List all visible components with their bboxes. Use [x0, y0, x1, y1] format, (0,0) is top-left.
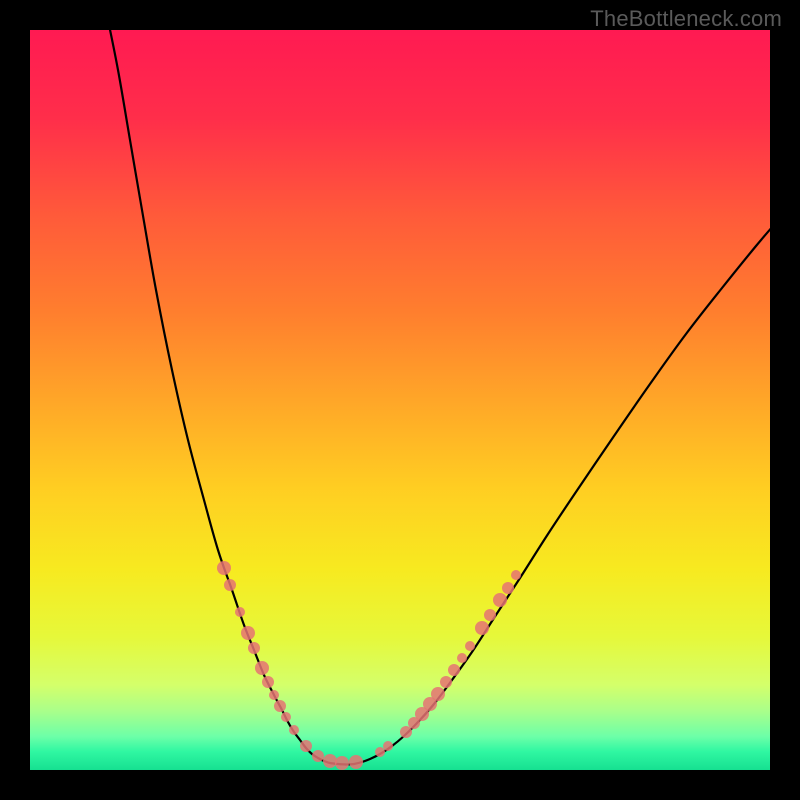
data-marker — [217, 561, 231, 575]
data-marker — [448, 664, 460, 676]
data-marker — [248, 642, 260, 654]
chart-svg — [30, 30, 770, 770]
data-marker — [335, 756, 349, 770]
data-marker — [224, 579, 236, 591]
curve-left — [108, 30, 346, 765]
data-marker — [349, 755, 363, 769]
data-marker — [484, 609, 496, 621]
data-marker — [431, 687, 445, 701]
data-marker — [235, 607, 245, 617]
data-marker — [274, 700, 286, 712]
curve-right — [346, 218, 770, 765]
data-marker — [289, 725, 299, 735]
data-marker — [493, 593, 507, 607]
data-marker — [323, 754, 337, 768]
data-marker — [269, 690, 279, 700]
data-marker — [281, 712, 291, 722]
watermark-text: TheBottleneck.com — [590, 6, 782, 32]
data-marker — [457, 653, 467, 663]
data-marker — [312, 750, 324, 762]
data-marker — [511, 570, 521, 580]
data-marker — [300, 740, 312, 752]
curve-markers — [217, 561, 521, 770]
data-marker — [475, 621, 489, 635]
data-marker — [383, 741, 393, 751]
data-marker — [440, 676, 452, 688]
data-marker — [375, 747, 385, 757]
plot-area — [30, 30, 770, 770]
data-marker — [262, 676, 274, 688]
data-marker — [502, 582, 514, 594]
data-marker — [255, 661, 269, 675]
data-marker — [465, 641, 475, 651]
data-marker — [241, 626, 255, 640]
data-marker — [400, 726, 412, 738]
